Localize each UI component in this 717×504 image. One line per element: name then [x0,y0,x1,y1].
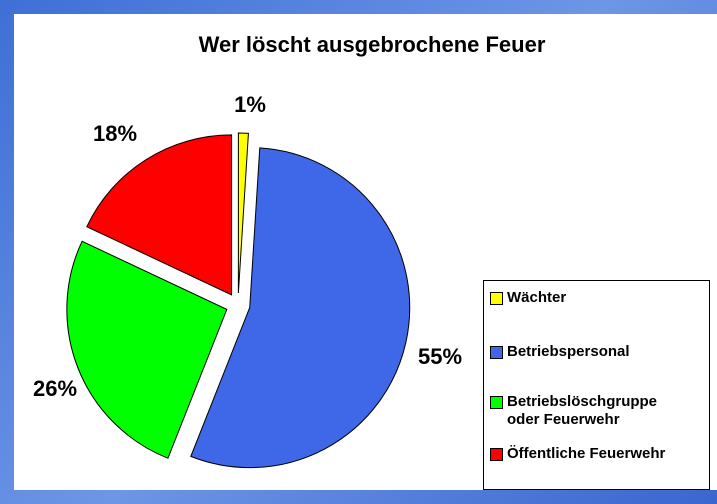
legend-label: Wächter [507,289,567,306]
legend-swatch [490,448,503,461]
legend-swatch [490,396,503,409]
legend-swatch [490,292,503,305]
data-label: 26% [33,376,77,401]
legend: Wächter Betriebspersonal Betriebslöschgrup… [483,280,710,490]
legend-label: Betriebslöschgruppe oder Feuerwehr [507,393,658,428]
legend-item: Wächter [490,289,705,307]
legend-item: Betriebslöschgruppe oder Feuerwehr [490,393,705,429]
data-label: 55% [418,344,462,369]
pie-slice [237,132,249,294]
legend-item: Betriebspersonal [490,343,705,361]
chart-title: Wer löscht ausgebrochene Feuer [199,32,546,57]
legend-label: Betriebspersonal [507,343,630,360]
legend-item: Öffentliche Feuerwehr [490,445,705,463]
data-label: 1% [234,92,266,117]
legend-swatch [490,346,503,359]
legend-label: Öffentliche Feuerwehr [507,445,666,462]
pie-slice [190,147,411,469]
pie-slice [66,240,228,459]
pie-slice [86,134,233,296]
data-label: 18% [93,121,137,146]
